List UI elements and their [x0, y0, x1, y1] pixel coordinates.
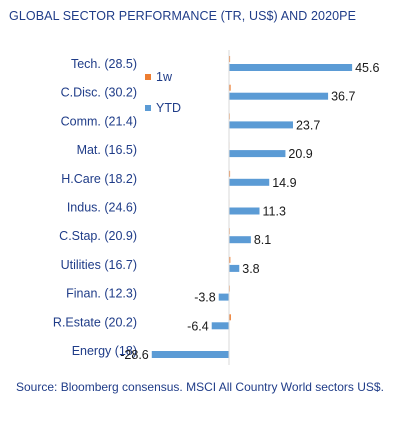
- data-label: 14.9: [272, 176, 296, 190]
- legend-swatch: [145, 74, 151, 80]
- bar-ytd: [229, 150, 286, 158]
- category-label: Indus. (24.6): [67, 201, 137, 215]
- bar-ytd: [229, 64, 353, 71]
- bar-1w: [229, 84, 231, 91]
- category-label: C.Disc. (30.2): [61, 86, 137, 100]
- bar-ytd: [151, 351, 229, 358]
- bar-ytd: [218, 293, 229, 301]
- bar-chart: Tech. (28.5) C.Disc. (30.2) Comm. (21.4) Ma…: [53, 50, 379, 365]
- bar-ytd: [229, 121, 293, 129]
- bar-ytd: [211, 322, 229, 330]
- category-label: Energy (18): [72, 344, 137, 358]
- bars: [151, 56, 353, 358]
- data-label: 20.9: [288, 147, 312, 161]
- data-label: -3.8: [194, 291, 216, 305]
- chart-title: GLOBAL SECTOR PERFORMANCE (TR, US$) AND …: [9, 9, 357, 23]
- bar-ytd: [229, 236, 251, 244]
- data-label: 3.8: [242, 262, 259, 276]
- data-label: -28.6: [120, 348, 149, 362]
- category-label: C.Stap. (20.9): [59, 229, 137, 243]
- legend: 1w YTD: [145, 70, 181, 115]
- bar-ytd: [229, 264, 240, 272]
- data-label: 8.1: [254, 233, 271, 247]
- category-label: Utilities (16.7): [61, 258, 137, 272]
- data-label: 23.7: [296, 118, 320, 132]
- category-label: Comm. (21.4): [61, 114, 137, 128]
- category-label: Finan. (12.3): [66, 287, 137, 301]
- data-label: 11.3: [263, 205, 286, 219]
- category-label: Tech. (28.5): [71, 57, 137, 71]
- legend-swatch: [145, 105, 151, 111]
- category-label: Mat. (16.5): [77, 143, 137, 157]
- data-label: -6.4: [187, 319, 209, 333]
- bar-1w: [229, 56, 231, 62]
- category-label: H.Care (18.2): [61, 172, 137, 186]
- bar-1w: [229, 170, 231, 177]
- data-labels: 45.6 36.7 23.7 20.9 14.9 11.3 8.1 3.8 -3.8 -6.4 -2…: [120, 61, 379, 362]
- bar-ytd: [229, 178, 270, 186]
- source-note: Source: Bloomberg consensus. MSCI All Co…: [16, 380, 384, 394]
- category-label: R.Estate (20.2): [53, 315, 137, 329]
- legend-label: 1w: [156, 70, 173, 84]
- bar-1w: [229, 314, 231, 321]
- data-label: 45.6: [355, 61, 379, 75]
- bar-ytd: [229, 92, 329, 100]
- legend-label: YTD: [156, 101, 181, 115]
- bar-1w: [229, 256, 231, 263]
- category-labels: Tech. (28.5) C.Disc. (30.2) Comm. (21.4) Ma…: [53, 57, 137, 358]
- bar-ytd: [229, 207, 260, 215]
- data-label: 36.7: [331, 90, 355, 104]
